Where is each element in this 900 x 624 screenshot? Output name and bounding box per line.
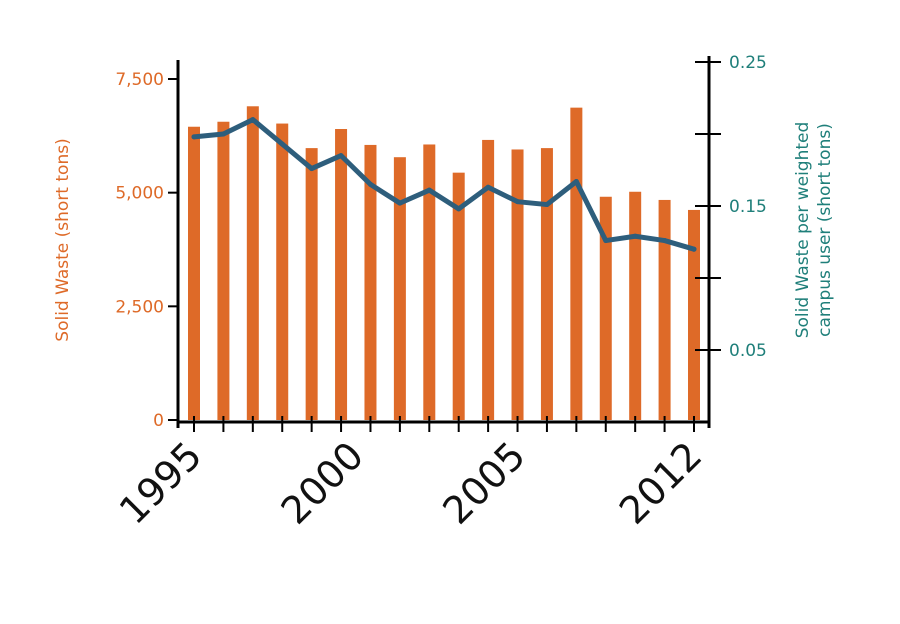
right-tick-label: 0.05 xyxy=(729,341,767,361)
left-tick-label: 7,500 xyxy=(115,70,164,90)
bar xyxy=(540,148,553,421)
line-point xyxy=(603,238,609,244)
right-axis-title-line-1: Solid Waste per weighted xyxy=(793,122,813,339)
bar xyxy=(393,157,406,420)
line-point xyxy=(544,202,550,208)
line-point xyxy=(515,199,521,205)
line-point xyxy=(250,117,256,123)
x-tick-label: 2000 xyxy=(273,433,373,533)
bar xyxy=(599,196,612,420)
bar xyxy=(511,149,524,420)
bar xyxy=(452,172,465,420)
plot-area: 0 2,500 5,000 7,500 0.05 0.15 0.25 1995 2000 2005… xyxy=(111,53,767,533)
bar xyxy=(305,148,318,421)
bar xyxy=(217,121,230,420)
right-tick-label: 0.15 xyxy=(729,197,767,217)
right-tick-label: 0.25 xyxy=(729,53,767,73)
line-point xyxy=(632,233,638,239)
bar xyxy=(246,106,259,420)
line-point xyxy=(338,153,344,159)
bar xyxy=(570,107,583,421)
left-tick-label: 5,000 xyxy=(115,184,164,204)
left-tick-label: 2,500 xyxy=(115,297,164,317)
line-point xyxy=(426,187,432,193)
bar xyxy=(364,144,377,420)
bar xyxy=(629,191,642,420)
left-tick-label: 0 xyxy=(153,411,164,431)
right-axis-title-line-2: campus user (short tons) xyxy=(815,123,835,337)
bar xyxy=(335,129,348,420)
bar xyxy=(658,199,671,420)
waste-per-user-line xyxy=(191,117,697,252)
line-point xyxy=(485,184,491,190)
x-tick-label: 1995 xyxy=(111,433,211,533)
line-point xyxy=(279,141,285,147)
line-point xyxy=(397,200,403,206)
line-point xyxy=(573,179,579,185)
line-point xyxy=(662,238,668,244)
line-point xyxy=(309,166,315,172)
line-point xyxy=(367,181,373,187)
bar xyxy=(482,139,495,420)
bar xyxy=(276,123,289,420)
left-axis-title: Solid Waste (short tons) xyxy=(53,138,73,341)
bar xyxy=(423,144,436,421)
line-point xyxy=(220,131,226,137)
line-point xyxy=(191,134,197,140)
x-tick-label: 2012 xyxy=(611,433,711,533)
bar xyxy=(188,126,200,421)
x-tick-label: 2005 xyxy=(434,433,534,533)
line-point xyxy=(691,246,697,252)
bar xyxy=(688,209,700,420)
line-point xyxy=(456,206,462,212)
